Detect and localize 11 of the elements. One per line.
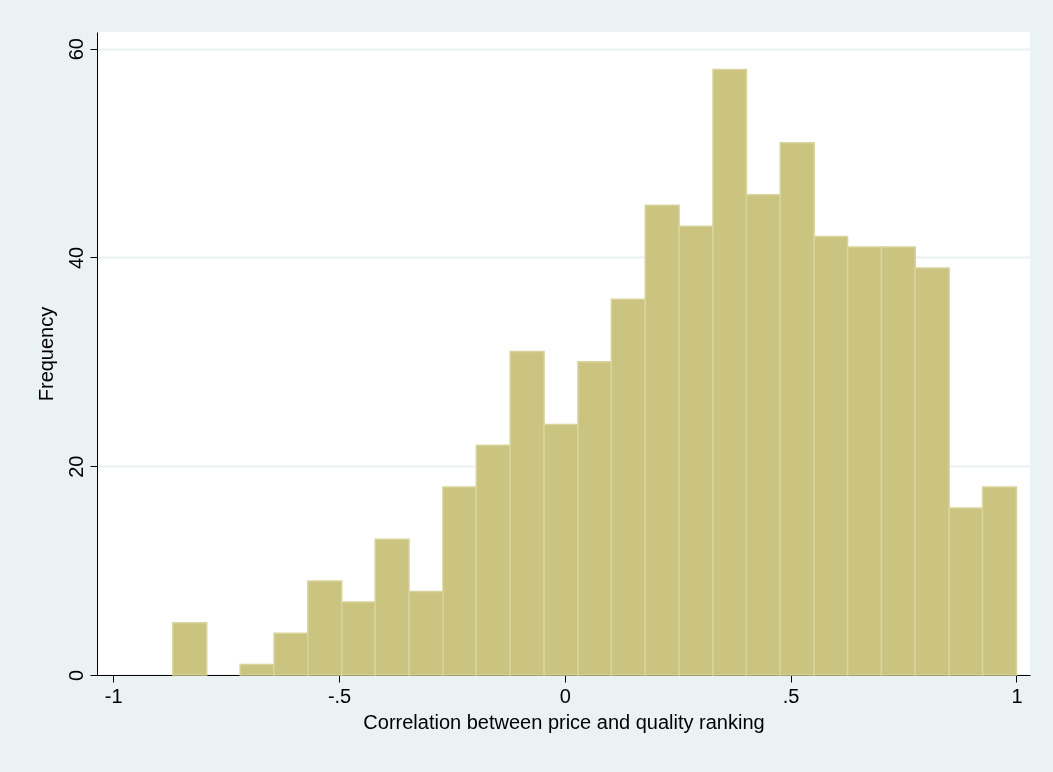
y-tick-label: 0 [64,669,87,682]
x-tick-label: .5 [782,684,800,707]
x-tick-label: -1 [104,684,123,707]
y-tick-label: 60 [64,38,87,61]
x-tick-label: 1 [1011,684,1023,707]
x-tick-label: 0 [559,684,571,707]
y-tick-label: 20 [64,455,87,478]
y-tick-label: 40 [64,246,87,270]
y-axis-title: Frequency [34,306,57,402]
x-tick-label: -.5 [327,684,352,707]
x-axis-title: Correlation between price and quality ranking [363,710,765,733]
